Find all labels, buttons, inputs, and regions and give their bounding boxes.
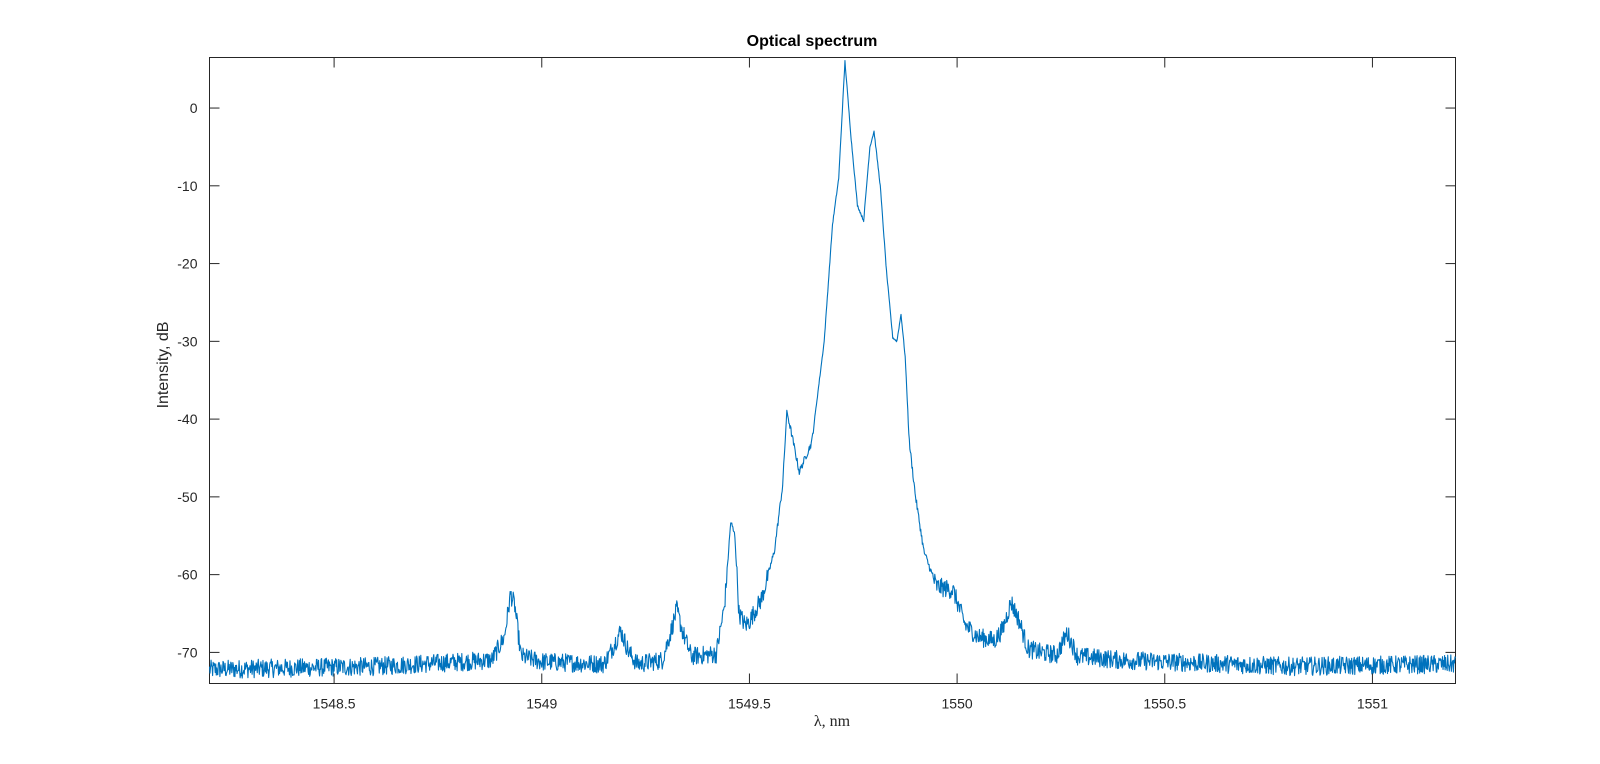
plot-area	[208, 57, 1457, 684]
y-tick-label: -40	[177, 411, 197, 427]
x-tick-label: 1550.5	[1143, 696, 1186, 712]
y-axis: 0 -10 -20 -30 -40 -50 -60 -70	[177, 100, 1456, 660]
y-axis-label: Intensity, dB	[155, 322, 172, 409]
y-tick-label: -70	[177, 644, 197, 660]
x-tick-label: 1549.5	[728, 696, 771, 712]
x-tick-label: 1550	[942, 696, 973, 712]
x-axis-label: λ, nm	[814, 713, 851, 730]
axes-box	[209, 57, 1456, 684]
series-line-optical-spectrum	[208, 60, 1457, 679]
y-tick-label: -60	[177, 567, 197, 583]
x-axis: 1548.5 1549 1549.5 1550 1550.5 1551	[313, 57, 1388, 712]
y-tick-label: 0	[190, 100, 198, 116]
x-tick-label: 1551	[1357, 696, 1388, 712]
y-tick-label: -30	[177, 333, 197, 349]
x-tick-label: 1548.5	[313, 696, 356, 712]
y-tick-label: -10	[177, 178, 197, 194]
chart-title: Optical spectrum	[747, 33, 878, 50]
x-tick-label: 1549	[526, 696, 557, 712]
y-tick-label: -50	[177, 489, 197, 505]
y-tick-label: -20	[177, 256, 197, 272]
